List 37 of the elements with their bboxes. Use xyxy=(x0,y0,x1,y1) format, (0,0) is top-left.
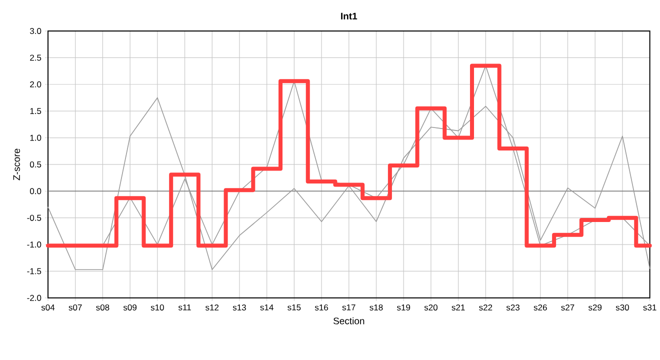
x-tick-label: s22 xyxy=(479,304,492,311)
x-tick-label: s15 xyxy=(288,304,301,310)
x-tick-label: s13 xyxy=(232,304,246,311)
x-tick-label: s26 xyxy=(534,304,547,311)
x-tick-label: s17 xyxy=(342,304,356,310)
y-tick-label: 0.5 xyxy=(30,162,42,168)
x-tick-label: s30 xyxy=(616,304,629,311)
x-axis-title: Section xyxy=(334,317,364,324)
x-tick-label: s27 xyxy=(561,304,574,311)
x-tick-label: s21 xyxy=(452,304,465,311)
y-tick-label: 0.0 xyxy=(30,188,42,194)
x-tick-label: s19 xyxy=(397,304,410,311)
x-tick-label: s14 xyxy=(260,304,274,310)
y-tick-label: -1.5 xyxy=(27,268,42,274)
chart-title: Int1 xyxy=(341,12,358,20)
x-tick-label: s23 xyxy=(506,304,520,311)
x-tick-label: s11 xyxy=(178,304,191,310)
y-tick-label: -2.0 xyxy=(27,294,42,301)
y-tick-label: -1.0 xyxy=(27,242,42,248)
y-axis-title: Z-score xyxy=(13,148,20,180)
y-tick-label: 1.5 xyxy=(30,108,42,114)
x-tick-label: s10 xyxy=(150,304,164,311)
x-tick-label: s12 xyxy=(206,304,219,311)
x-tick-label: s08 xyxy=(96,304,110,311)
x-tick-label: s31 xyxy=(643,304,656,311)
x-tick-label: s29 xyxy=(588,304,602,311)
y-tick-label: 3.0 xyxy=(30,28,42,34)
y-tick-label: 2.0 xyxy=(30,81,42,88)
x-tick-label: s18 xyxy=(370,304,383,311)
x-tick-label: s07 xyxy=(68,304,82,311)
x-tick-label: s09 xyxy=(123,304,137,311)
y-tick-label: 1.0 xyxy=(30,134,42,141)
y-tick-label: 2.5 xyxy=(30,54,42,61)
x-tick-label: s04 xyxy=(41,304,55,311)
x-tick-label: s16 xyxy=(314,304,328,311)
x-tick-label: s20 xyxy=(424,304,438,311)
y-tick-label: -0.5 xyxy=(27,214,42,221)
